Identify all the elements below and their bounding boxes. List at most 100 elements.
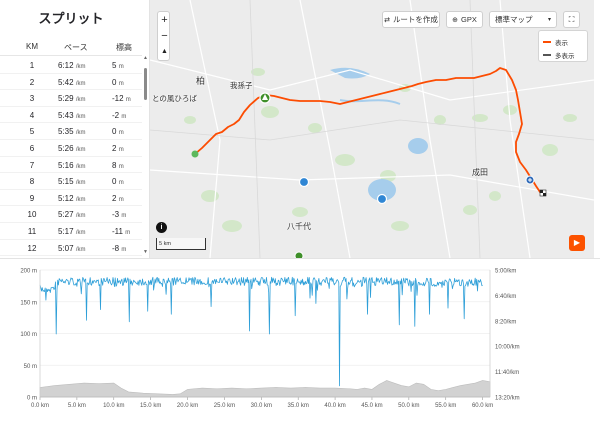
split-elev-value: 0 [112,127,117,137]
x-tick-label: 20.0 km [177,403,198,409]
map-label-yachiyo: 八千代 [287,222,311,231]
pace-tick-label: 6:40/km [495,294,516,300]
split-km: 2 [29,77,35,87]
split-row[interactable]: 10 5:27 /km -3 m [0,206,142,223]
elevation-area [39,380,491,398]
split-pace-unit: /km [75,147,86,153]
map-legend: 表示 多表示 [538,30,588,62]
splits-panel: スプリット KM ペース 標高 1 6:12 /km 5 m 2 5:42 /km 0 m… [0,0,150,258]
split-elev-value: -12 [112,94,124,104]
split-pace-value: 5:43 [58,110,74,120]
legend-item-other[interactable]: 多表示 [543,50,575,60]
split-elev-unit: m [125,230,131,236]
fullscreen-button[interactable]: ⛶ [563,11,580,28]
pace-line [39,276,483,387]
split-elev: -3 m [112,210,126,219]
split-elev-unit: m [121,246,127,253]
splits-scrollbar[interactable]: ▲ ▼ [143,55,148,255]
map-label-kashiwa: 柏 [196,76,206,86]
split-elev: 0 m [112,177,124,186]
split-row[interactable]: 4 5:43 /km -2 m [0,107,142,124]
split-row[interactable]: 5 5:35 /km 0 m [0,123,142,140]
split-elev-unit: m [118,64,124,70]
split-pace-value: 5:16 [58,160,74,170]
compass-button[interactable]: ▲ [161,48,168,55]
split-elev-unit: m [118,180,124,187]
split-pace-value: 5:26 [58,144,74,153]
legend-item-shown[interactable]: 表示 [543,37,568,47]
pace-tick-label: 11:40/km [495,370,519,376]
map-scale: 5 km [156,238,206,250]
split-elev: -8 m [112,244,126,253]
split-km: 8 [29,177,35,187]
x-tick-label: 5.0 km [68,403,86,409]
x-tick-label: 55.0 km [435,403,456,409]
col-pace-header: ペース [64,43,88,52]
create-route-button[interactable]: ⇄ ルートを作成 [382,11,440,28]
scroll-up-arrow[interactable]: ▲ [143,55,148,61]
split-elev-unit: m [125,97,131,104]
map-style-label: 標準マップ [495,15,533,24]
split-row[interactable]: 8 5:15 /km 0 m [0,173,142,190]
split-row[interactable]: 9 5:12 /km 2 m [0,190,142,207]
split-row[interactable]: 12 5:07 /km -8 m [0,240,142,257]
split-row[interactable]: 6 5:26 /km 2 m [0,140,142,157]
zoom-out-button[interactable]: − [161,30,168,42]
gpx-download-button[interactable]: ⊕ GPX [446,11,483,28]
split-pace-value: 5:15 [58,177,74,187]
split-pace-unit: /km [75,196,86,203]
zoom-in-button[interactable]: + [161,14,168,26]
split-elev: -12 m [112,94,131,103]
split-row[interactable]: 7 5:16 /km 8 m [0,157,142,174]
split-pace: 5:43 /km [58,111,85,120]
map-label-narita: 成田 [472,168,488,177]
elevation-tick-label: 150 m [20,300,37,306]
split-pace: 5:17 /km [58,227,85,236]
split-pace-value: 5:17 [58,227,74,236]
split-pace-unit: /km [75,130,86,137]
split-km: 12 [27,243,37,253]
route-line [194,67,541,193]
download-icon: ⊕ [452,16,459,24]
split-elev-value: -8 [112,243,120,253]
split-elev-value: 2 [112,144,117,153]
split-pace-unit: /km [75,113,86,120]
split-pace: 5:15 /km [58,177,85,186]
scroll-down-arrow[interactable]: ▼ [143,249,148,255]
split-km: 4 [29,110,35,120]
legend-label-other: 多表示 [555,53,575,60]
x-tick-label: 0.0 km [31,403,49,409]
x-tick-label: 40.0 km [324,403,345,409]
x-tick-label: 60.0 km [472,403,493,409]
fullscreen-icon: ⛶ [568,14,575,24]
elevation-pace-chart[interactable]: 200 m 150 m 100 m 50 m 0 m 5:00/km 6:40/km 8:20… [0,258,600,431]
x-tick-label: 10.0 km [103,403,124,409]
split-km: 10 [27,210,37,220]
split-pace: 5:16 /km [58,161,85,170]
split-pace-value: 5:42 [58,77,74,87]
split-elev: 2 m [112,194,124,203]
x-tick-label: 30.0 km [251,403,272,409]
split-row[interactable]: 2 5:42 /km 0 m [0,74,142,91]
play-flyover-button[interactable]: ▶ [569,235,585,251]
route-map[interactable]: + − ▲ ⇄ ルートを作成 ⊕ GPX 標準マップ ▾ ⛶ 表示 多表示 柏 … [150,0,594,258]
split-pace-unit: /km [75,246,86,253]
split-row[interactable]: 3 5:29 /km -12 m [0,90,142,107]
elevation-tick-label: 200 m [20,269,37,275]
split-pace-unit: /km [75,230,86,236]
split-row[interactable]: 1 6:12 /km 5 m [0,57,142,74]
split-pace: 5:35 /km [58,127,85,136]
map-label-abiko: 我孫子 [230,81,253,90]
split-pace-value: 5:29 [58,94,74,104]
split-row[interactable]: 11 5:17 /km -11 m [0,223,142,240]
split-km: 11 [27,227,37,236]
split-pace: 5:26 /km [58,144,85,153]
info-icon[interactable]: i [156,222,167,233]
map-canvas [150,0,594,258]
col-elev-header: 標高 [116,43,132,52]
scroll-thumb[interactable] [144,68,147,100]
split-elev-unit: m [121,213,127,220]
split-elev-unit: m [118,80,124,87]
pace-tick-label: 10:00/km [495,345,520,351]
map-style-select[interactable]: 標準マップ ▾ [489,11,557,28]
